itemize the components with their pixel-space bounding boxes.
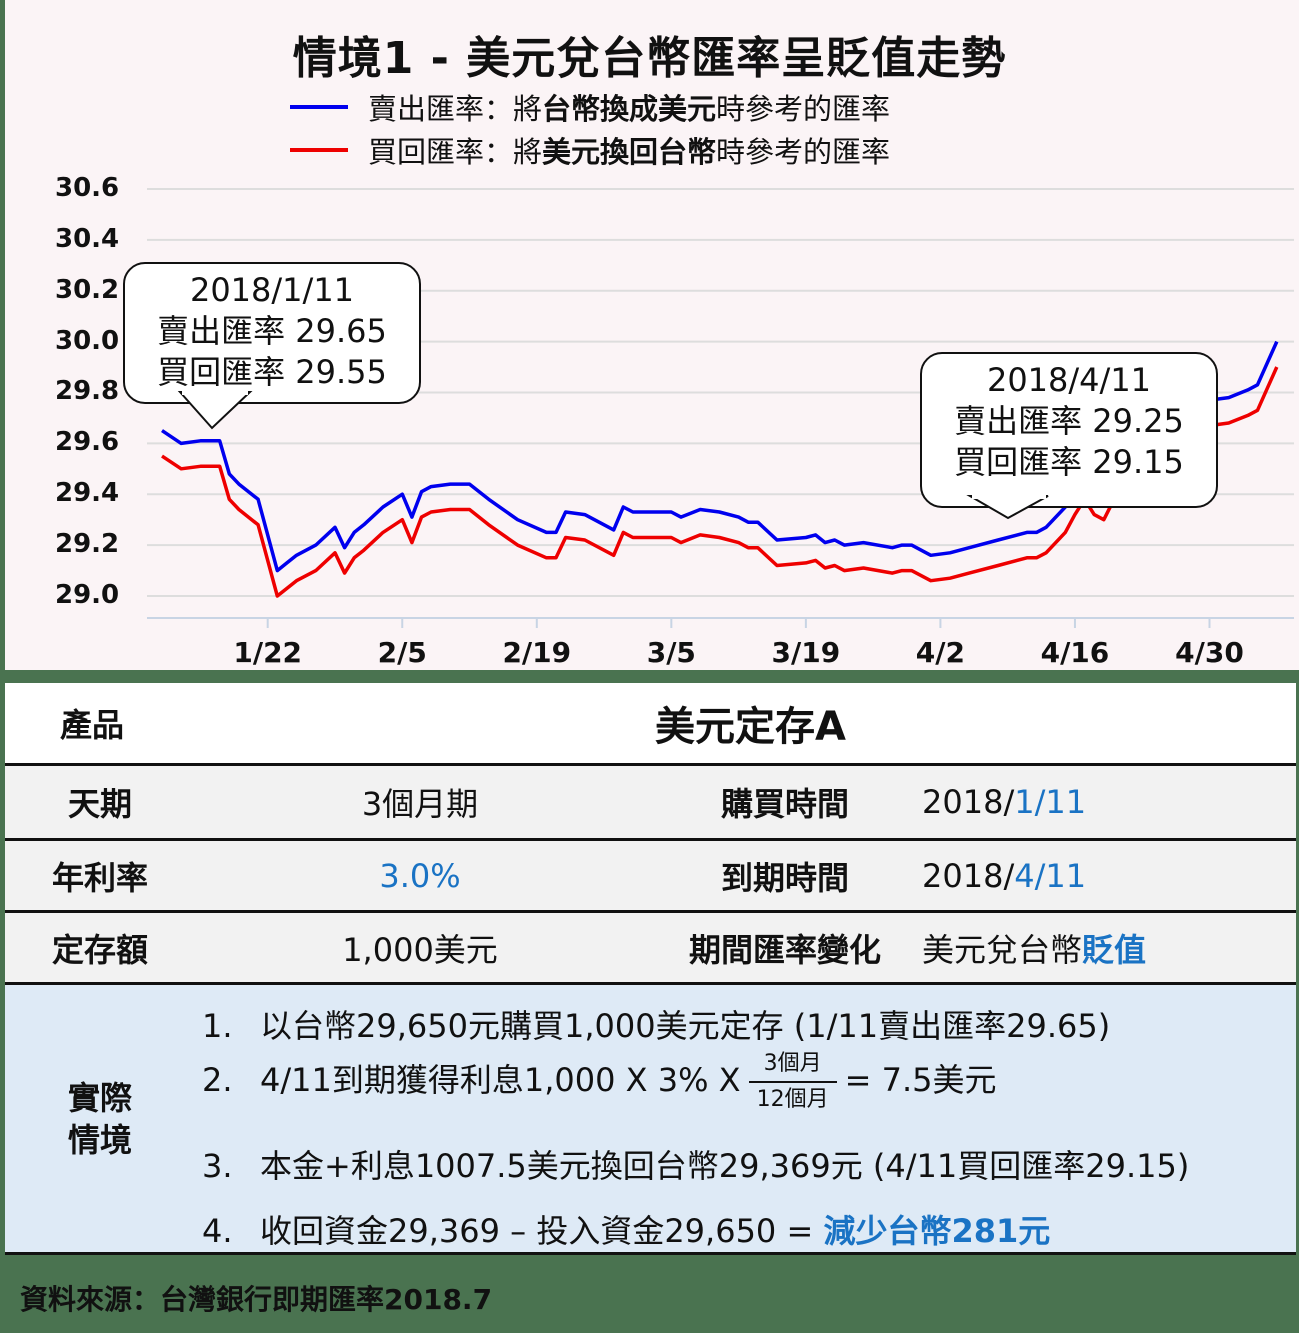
step-result-highlight: 減少台幣281元 <box>823 1212 1051 1250</box>
purchase-date-md: 1/11 <box>1014 783 1087 821</box>
callout-jan11: 2018/1/11 賣出匯率 29.65 買回匯率 29.55 <box>123 262 421 404</box>
data-source: 資料來源：台灣銀行即期匯率2018.7 <box>20 1283 493 1316</box>
product-label: 產品 <box>60 706 125 744</box>
y-tick-label: 29.6 <box>55 427 120 458</box>
step-text: 本金+利息1007.5美元換回台幣29,369元 (4/11買回匯率29.15) <box>260 1147 1190 1185</box>
y-tick-label: 30.4 <box>55 223 120 254</box>
step-text: 4/11到期獲得利息1,000 X 3% X <box>260 1061 741 1099</box>
step-text: 以台幣29,650元購買1,000美元定存 (1/11賣出匯率29.65) <box>260 1007 1111 1045</box>
chart-title: 情境1 - 美元兌台幣匯率呈貶值走勢 <box>292 33 1007 84</box>
amount-label: 定存額 <box>51 930 148 969</box>
legend-sell: 賣出匯率：將 台幣換成美元 時參考的匯率 <box>290 87 890 127</box>
fraction-numerator: 3個月 <box>763 1051 822 1076</box>
y-tick-label: 30.0 <box>55 325 120 356</box>
maturity-date-md: 4/11 <box>1014 856 1087 895</box>
purchase-date-value: 2018/1/11 <box>922 766 1086 838</box>
term-label: 天期 <box>67 785 132 823</box>
callout-jan11-buy: 買回匯率 29.55 <box>157 353 387 391</box>
product-value: 美元定存A <box>655 704 846 750</box>
fraction: 3個月 12個月 <box>748 1051 837 1113</box>
callout-jan11-date: 2018/1/11 <box>189 271 355 309</box>
table-row-scenario: 實際 情境 1. 以台幣29,650元購買1,000美元定存 (1/11賣出匯率2… <box>5 985 1296 1255</box>
legend-buy-bold: 美元換回台幣 <box>542 135 717 169</box>
y-tick-label: 29.8 <box>55 376 120 407</box>
table-row: 天期 3個月期 購買時間 2018/1/11 <box>5 766 1296 841</box>
maturity-date-year: 2018/ <box>922 856 1015 895</box>
fx-change-direction: 貶值 <box>1082 930 1147 969</box>
y-tick-label: 29.0 <box>55 580 120 610</box>
y-tick-label: 30.2 <box>55 274 120 305</box>
scenario-step-4: 4. 收回資金29,369 – 投入資金29,650 = 減少台幣281元 <box>202 1206 1050 1252</box>
callout-apr11-sell: 賣出匯率 29.25 <box>954 402 1184 440</box>
scenario-label: 實際 情境 <box>5 985 195 1252</box>
legend-buy: 買回匯率：將 美元換回台幣 時參考的匯率 <box>290 130 890 170</box>
term-value: 3個月期 <box>361 785 479 823</box>
scenario-label-line2: 情境 <box>67 1120 132 1159</box>
step-text: 收回資金29,369 – 投入資金29,650 = <box>260 1212 824 1250</box>
legend-buy-suffix: 時參考的匯率 <box>716 135 891 169</box>
y-tick-label: 29.2 <box>55 529 120 560</box>
scenario-step-3: 3. 本金+利息1007.5美元換回台幣29,369元 (4/11買回匯率29.1… <box>202 1141 1189 1187</box>
fx-change-label: 期間匯率變化 <box>688 930 881 969</box>
legend-sell-suffix: 時參考的匯率 <box>716 92 891 126</box>
callout-apr11-date: 2018/4/11 <box>986 361 1152 399</box>
fx-change-value: 美元兌台幣 貶值 <box>922 913 1146 982</box>
purchase-date-label: 購買時間 <box>720 785 849 823</box>
legend-sell-prefix: 賣出匯率：將 <box>368 92 543 126</box>
scenario-label-line1: 實際 <box>67 1078 132 1117</box>
callout-apr11: 2018/4/11 賣出匯率 29.25 買回匯率 29.15 <box>920 352 1218 508</box>
step-number: 2. <box>202 1061 233 1099</box>
purchase-date-year: 2018/ <box>922 783 1015 821</box>
legend-line-red-icon <box>290 148 348 152</box>
maturity-date-label: 到期時間 <box>720 858 849 897</box>
x-tick-label: 4/2 <box>915 636 966 669</box>
table-row-product: 產品 美元定存A <box>5 683 1296 766</box>
y-tick-label: 30.6 <box>55 172 120 203</box>
x-tick-label: 4/30 <box>1175 636 1244 669</box>
fx-change-pair: 美元兌台幣 <box>922 930 1083 969</box>
scenario-step-2: 2. 4/11到期獲得利息1,000 X 3% X 3個月 12個月 = 7.5美元 <box>202 1051 997 1113</box>
x-tick-label: 2/19 <box>502 636 572 669</box>
legend-sell-bold: 台幣換成美元 <box>542 92 717 126</box>
x-tick-label: 3/19 <box>771 636 841 669</box>
legend-line-blue-icon <box>290 105 348 109</box>
table-row: 定存額 1,000美元 期間匯率變化 美元兌台幣 貶值 <box>5 913 1296 985</box>
table-row: 年利率 3.0% 到期時間 2018/4/11 <box>5 841 1296 913</box>
callout-apr11-buy: 買回匯率 29.15 <box>954 443 1184 481</box>
rate-label: 年利率 <box>51 858 148 897</box>
y-tick-label: 29.4 <box>55 478 120 509</box>
scenario-step-1: 1. 以台幣29,650元購買1,000美元定存 (1/11賣出匯率29.65) <box>202 1001 1110 1047</box>
callout-jan11-sell: 賣出匯率 29.65 <box>157 312 387 350</box>
x-tick-label: 1/22 <box>233 636 303 669</box>
fraction-denominator: 12個月 <box>756 1087 829 1112</box>
legend-buy-prefix: 買回匯率：將 <box>368 135 543 169</box>
fraction-bar <box>748 1081 837 1083</box>
step-number: 1. <box>202 1007 233 1045</box>
rate-value: 3.0% <box>379 856 461 895</box>
step-number: 4. <box>202 1212 233 1250</box>
x-tick-label: 2/5 <box>377 636 427 669</box>
x-tick-label: 4/16 <box>1040 636 1110 669</box>
amount-value: 1,000美元 <box>342 930 498 969</box>
maturity-date-value: 2018/4/11 <box>922 841 1086 910</box>
step-number: 3. <box>202 1147 233 1185</box>
x-tick-label: 3/5 <box>646 636 696 669</box>
step-result: = 7.5美元 <box>844 1061 997 1099</box>
